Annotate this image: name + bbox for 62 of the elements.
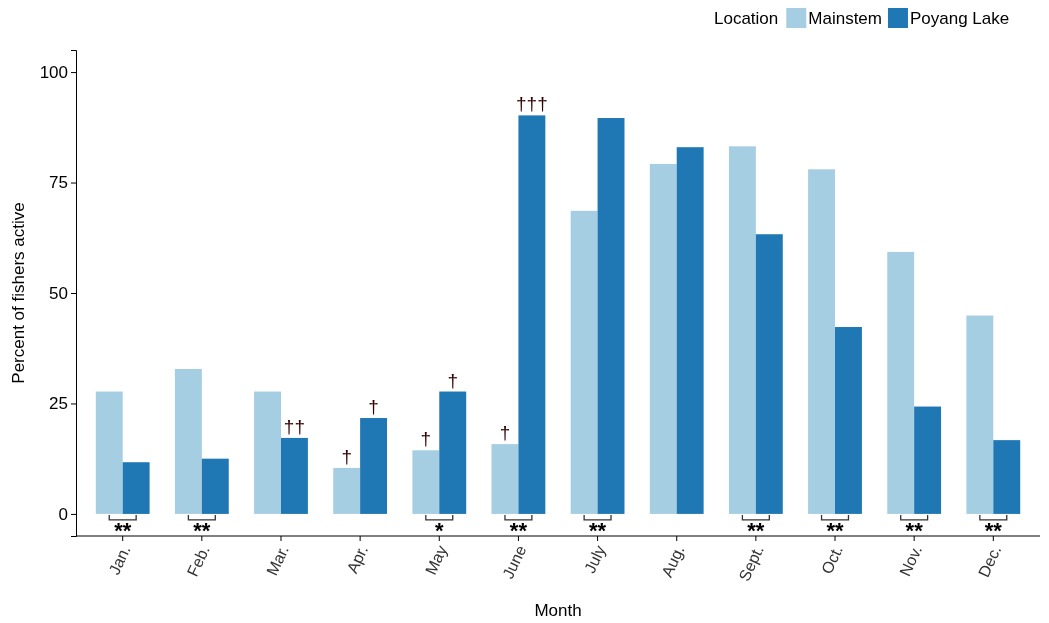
bar bbox=[676, 147, 704, 514]
bar bbox=[122, 462, 150, 514]
annotation: ** bbox=[747, 517, 765, 543]
x-tick-label: Jan. bbox=[105, 542, 134, 578]
annotation: ††† bbox=[516, 93, 548, 115]
bar bbox=[993, 440, 1021, 514]
bar bbox=[808, 169, 836, 514]
bar bbox=[333, 467, 361, 514]
bar bbox=[597, 118, 625, 514]
annotation: ** bbox=[826, 517, 845, 543]
x-tick-label: Apr. bbox=[343, 542, 372, 576]
bar bbox=[201, 458, 229, 514]
annotation: † bbox=[420, 428, 432, 450]
annotation: ** bbox=[114, 517, 132, 543]
x-tick-label: July bbox=[581, 542, 609, 576]
legend-title: Location bbox=[714, 9, 779, 28]
bar bbox=[570, 210, 598, 514]
y-tick-label: 75 bbox=[49, 173, 68, 193]
bar bbox=[254, 391, 281, 514]
annotation: † bbox=[341, 445, 352, 467]
x-tick-label: Dec. bbox=[974, 542, 1005, 580]
bar bbox=[491, 444, 519, 514]
annotation: ** bbox=[905, 517, 924, 543]
legend-label: Mainstem bbox=[808, 9, 882, 28]
y-tick-label: 100 bbox=[39, 63, 68, 83]
bar bbox=[728, 146, 756, 514]
bar bbox=[887, 251, 915, 514]
annotation: ** bbox=[589, 517, 607, 543]
bar bbox=[280, 437, 308, 514]
bar bbox=[439, 391, 467, 514]
bar bbox=[360, 418, 388, 514]
y-axis-title: Percent of fishers active bbox=[9, 202, 28, 384]
annotation: ** bbox=[509, 517, 528, 543]
x-tick-label: Aug. bbox=[658, 542, 688, 580]
bar bbox=[518, 115, 546, 514]
x-tick-label: June bbox=[499, 542, 530, 582]
annotation: † bbox=[368, 396, 379, 418]
y-tick-label: 0 bbox=[58, 504, 68, 524]
bar bbox=[835, 327, 862, 514]
legend-label: Poyang Lake bbox=[909, 9, 1010, 28]
x-tick-label: Mar. bbox=[263, 542, 292, 579]
y-tick-label: 25 bbox=[49, 394, 68, 414]
bar bbox=[755, 234, 783, 514]
bar bbox=[412, 450, 440, 514]
bar bbox=[95, 391, 123, 514]
annotation: † bbox=[499, 422, 511, 444]
annotation: † bbox=[447, 369, 459, 391]
x-tick-label: Sept. bbox=[735, 542, 767, 584]
x-tick-label: May bbox=[422, 542, 451, 578]
x-tick-label: Feb. bbox=[183, 542, 213, 579]
bar bbox=[914, 406, 942, 514]
bar bbox=[174, 368, 202, 514]
x-axis-title: Month bbox=[534, 601, 582, 620]
y-tick-label: 50 bbox=[49, 283, 68, 303]
annotation: ** bbox=[193, 517, 211, 543]
x-tick-label: Oct. bbox=[818, 542, 846, 577]
bar bbox=[649, 163, 677, 514]
bar bbox=[966, 315, 994, 514]
annotation: * bbox=[435, 517, 444, 543]
x-tick-label: Nov. bbox=[896, 542, 926, 579]
annotation: †† bbox=[283, 415, 306, 437]
annotation: ** bbox=[984, 517, 1003, 543]
